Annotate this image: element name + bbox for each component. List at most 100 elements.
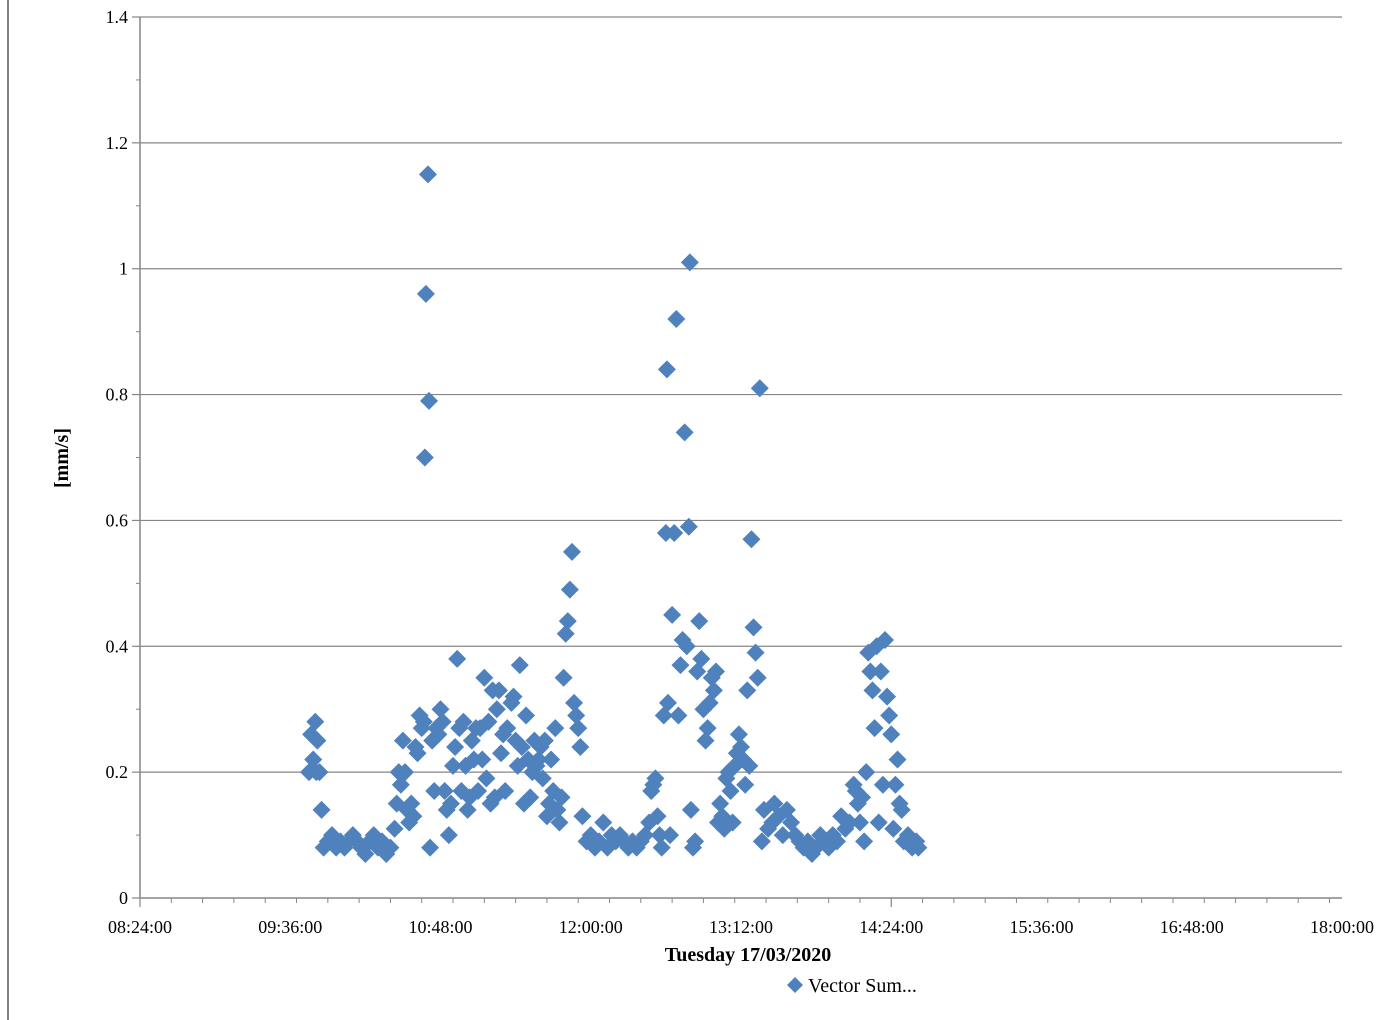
x-tick-labels: 08:24:00 09:36:00 10:48:00 12:00:00 13:12:00… bbox=[108, 917, 1374, 937]
data-point bbox=[882, 725, 901, 744]
data-point bbox=[857, 763, 876, 782]
x-tick-label: 12:00:00 bbox=[559, 917, 623, 937]
data-point bbox=[853, 788, 872, 807]
data-point bbox=[444, 756, 463, 775]
data-point bbox=[571, 737, 590, 756]
data-point bbox=[567, 706, 586, 725]
data-point bbox=[554, 668, 573, 687]
data-point bbox=[748, 668, 767, 687]
data-point bbox=[512, 737, 531, 756]
data-point bbox=[696, 731, 715, 750]
data-point bbox=[441, 794, 460, 813]
data-point bbox=[381, 838, 400, 857]
data-point bbox=[680, 253, 699, 272]
data-point bbox=[909, 838, 928, 857]
data-point bbox=[698, 719, 717, 738]
data-point bbox=[414, 712, 433, 731]
data-point bbox=[738, 681, 757, 700]
y-tick-label: 0.4 bbox=[106, 636, 129, 656]
data-point bbox=[886, 775, 905, 794]
data-point bbox=[850, 813, 869, 832]
data-point bbox=[521, 788, 540, 807]
data-point bbox=[871, 662, 890, 681]
y-tick-labels: 0 0.2 0.4 0.6 0.8 1 1.2 1.4 bbox=[106, 7, 129, 908]
legend-marker bbox=[787, 977, 803, 993]
y-tick-label: 1.4 bbox=[106, 7, 129, 27]
data-point bbox=[652, 838, 671, 857]
data-point bbox=[661, 826, 680, 845]
data-point bbox=[565, 693, 584, 712]
data-point bbox=[458, 800, 477, 819]
data-point bbox=[711, 794, 730, 813]
data-point bbox=[420, 391, 439, 410]
data-point bbox=[496, 782, 515, 801]
data-point bbox=[312, 800, 331, 819]
data-point bbox=[875, 630, 894, 649]
y-tick-label: 0 bbox=[119, 888, 128, 908]
data-point bbox=[510, 656, 529, 675]
data-point bbox=[704, 681, 723, 700]
data-point bbox=[306, 712, 325, 731]
data-point bbox=[650, 826, 669, 845]
data-point bbox=[454, 712, 473, 731]
data-point bbox=[546, 719, 565, 738]
data-point bbox=[744, 618, 763, 637]
data-point bbox=[479, 712, 498, 731]
data-point bbox=[880, 706, 899, 725]
data-point bbox=[473, 750, 492, 769]
data-point bbox=[677, 637, 696, 656]
data-point bbox=[504, 687, 523, 706]
data-point bbox=[487, 700, 506, 719]
data-point bbox=[439, 826, 458, 845]
data-point bbox=[489, 681, 508, 700]
data-point bbox=[492, 744, 511, 763]
data-point bbox=[681, 800, 700, 819]
data-point bbox=[750, 379, 769, 398]
data-points bbox=[300, 165, 928, 863]
data-point bbox=[393, 731, 412, 750]
data-point bbox=[663, 605, 682, 624]
data-point bbox=[721, 782, 740, 801]
data-point bbox=[648, 807, 667, 826]
data-point bbox=[736, 775, 755, 794]
x-tick-label: 10:48:00 bbox=[408, 917, 472, 937]
data-point bbox=[752, 832, 771, 851]
x-tick-label: 08:24:00 bbox=[108, 917, 172, 937]
data-point bbox=[884, 819, 903, 838]
data-point bbox=[742, 530, 761, 549]
data-point bbox=[562, 542, 581, 561]
data-point bbox=[692, 649, 711, 668]
data-point bbox=[658, 693, 677, 712]
data-point bbox=[869, 813, 888, 832]
data-point bbox=[569, 719, 588, 738]
data-point bbox=[385, 819, 404, 838]
data-point bbox=[690, 612, 709, 631]
data-point bbox=[535, 731, 554, 750]
data-point bbox=[431, 700, 450, 719]
data-point bbox=[773, 826, 792, 845]
data-point bbox=[888, 750, 907, 769]
data-point bbox=[542, 750, 561, 769]
legend-label: Vector Sum... bbox=[808, 975, 917, 997]
data-point bbox=[675, 423, 694, 442]
data-point bbox=[878, 687, 897, 706]
data-point bbox=[477, 769, 496, 788]
data-point bbox=[550, 813, 569, 832]
x-axis-title: Tuesday 17/03/2020 bbox=[665, 944, 832, 966]
data-point bbox=[556, 624, 575, 643]
data-point bbox=[863, 681, 882, 700]
data-point bbox=[746, 643, 765, 662]
data-point bbox=[679, 517, 698, 536]
data-point bbox=[732, 737, 750, 756]
y-tick-label: 1 bbox=[119, 259, 128, 279]
y-tick-label: 0.6 bbox=[106, 510, 129, 530]
data-point bbox=[840, 813, 859, 832]
data-point bbox=[494, 725, 513, 744]
x-tick-label: 13:12:00 bbox=[709, 917, 773, 937]
data-point bbox=[415, 448, 434, 467]
data-point bbox=[552, 788, 571, 807]
data-point bbox=[529, 750, 548, 769]
legend: Vector Sum... bbox=[787, 975, 917, 997]
data-point bbox=[594, 813, 613, 832]
